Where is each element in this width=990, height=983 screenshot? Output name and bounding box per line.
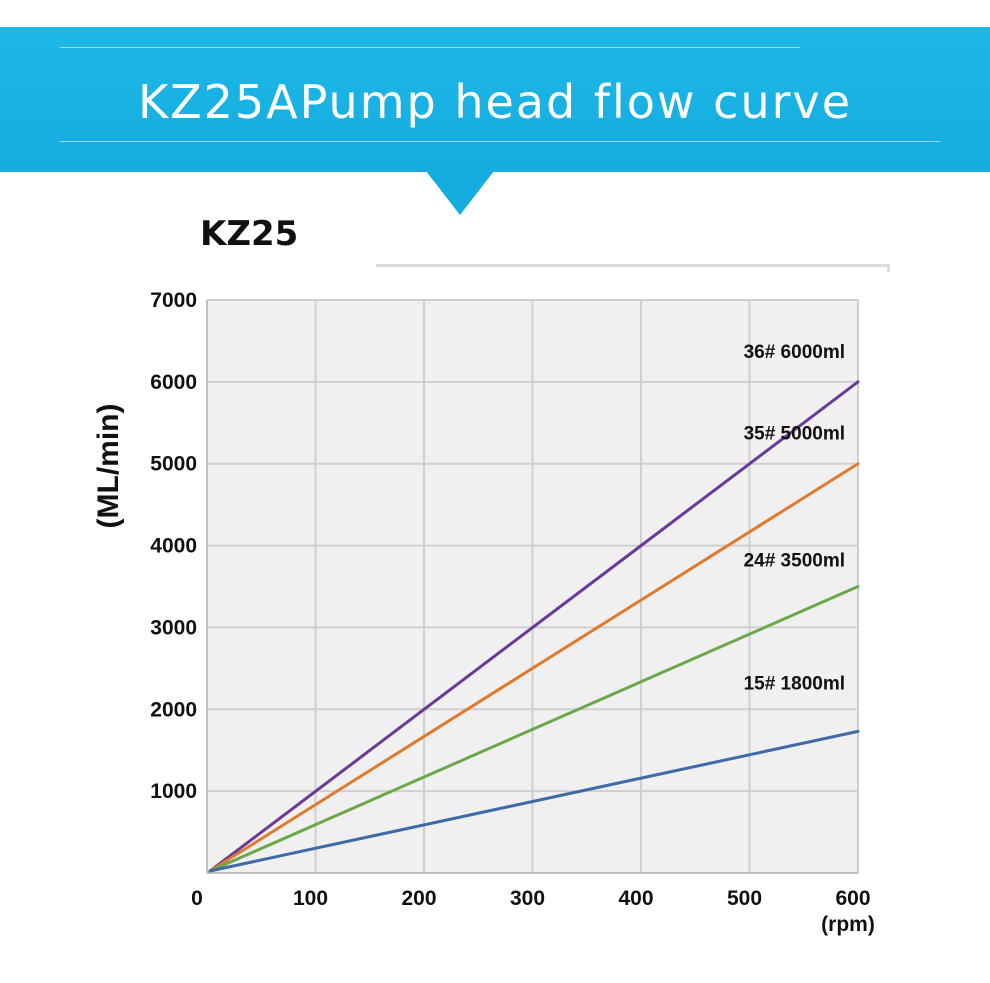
series-label-2: 35# 5000ml xyxy=(744,424,845,445)
chart-heading: KZ25 xyxy=(200,214,299,254)
y-tick-label: 1000 xyxy=(150,780,197,803)
banner-bottom-rule xyxy=(60,141,940,142)
series-lines xyxy=(208,380,860,873)
series-line-2 xyxy=(208,462,860,873)
y-tick-label: 5000 xyxy=(150,453,197,476)
y-tick-label: 2000 xyxy=(150,698,197,721)
x-axis-label: (rpm) xyxy=(821,913,875,936)
x-tick-label: 0 xyxy=(191,887,203,910)
title-banner: KZ25APump head flow curve xyxy=(0,27,990,172)
series-label-4: 15# 1800ml xyxy=(744,673,845,694)
series-label-3: 24# 3500ml xyxy=(744,551,845,572)
x-tick-label: 500 xyxy=(727,887,762,910)
heading-divider xyxy=(376,264,890,272)
series-line-3 xyxy=(208,585,860,873)
x-tick-label: 600 xyxy=(835,887,870,910)
x-tick-label: 400 xyxy=(618,887,653,910)
series-line-4 xyxy=(208,729,860,873)
x-tick-label: 200 xyxy=(401,887,436,910)
y-axis-label: (ML/min) xyxy=(92,404,125,529)
banner-top-rule xyxy=(60,47,800,48)
banner-title: KZ25APump head flow curve xyxy=(137,75,853,129)
series-line-1 xyxy=(208,380,860,873)
y-tick-label: 4000 xyxy=(150,535,197,558)
y-tick-label: 7000 xyxy=(150,289,197,312)
y-tick-label: 3000 xyxy=(150,616,197,639)
banner-pointer xyxy=(426,171,494,215)
x-tick-label: 100 xyxy=(293,887,328,910)
x-tick-label: 300 xyxy=(510,887,545,910)
series-labels: 36# 6000ml 35# 5000ml 24# 3500ml 15# 1800ml xyxy=(744,342,845,695)
series-label-1: 36# 6000ml xyxy=(744,342,845,363)
y-tick-label: 6000 xyxy=(150,371,197,394)
tick-labels: 0 100 200 300 400 500 600 1000 2000 3000 4000 5000 6… xyxy=(150,289,870,910)
axes xyxy=(206,300,858,874)
